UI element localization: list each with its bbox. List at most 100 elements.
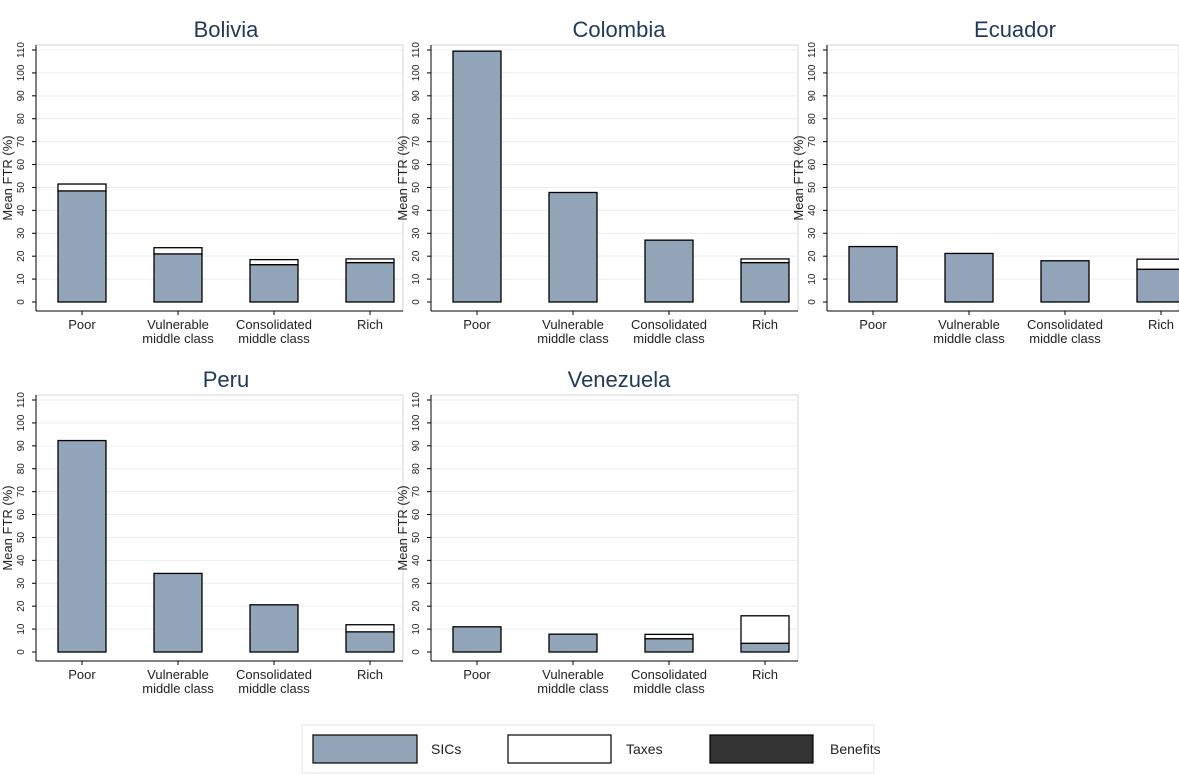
- y-tick-label-peru-30: 30: [16, 577, 27, 589]
- x-tick-label-peru-vulnerable-middle-class: middle class: [142, 681, 214, 696]
- x-tick-label-ecuador-poor: Poor: [859, 317, 887, 332]
- x-tick-label-peru-vulnerable-middle-class: Vulnerable: [147, 667, 209, 682]
- x-tick-label-bolivia-consolidated-middle-class: Consolidated: [236, 317, 312, 332]
- y-tick-label-peru-20: 20: [16, 600, 27, 612]
- x-tick-label-venezuela-rich: Rich: [752, 667, 778, 682]
- y-tick-label-bolivia-50: 50: [16, 181, 27, 193]
- bar-bolivia-consolidated-middle-class-sics: [249, 264, 299, 303]
- bar-bolivia-poor-sics: [57, 190, 107, 303]
- panel-venezuela: Venezuela 0 10 20 30 40 50 60 70 80 90 100 110 Mean F…: [395, 367, 799, 696]
- y-tick-label-colombia-30: 30: [411, 227, 422, 239]
- panel-title-peru: Peru: [203, 367, 249, 392]
- y-tick-label-ecuador-0: 0: [807, 299, 818, 305]
- x-tick-label-venezuela-poor: Poor: [463, 667, 491, 682]
- x-tick-label-bolivia-rich: Rich: [357, 317, 383, 332]
- panel-title-venezuela: Venezuela: [568, 367, 672, 392]
- y-tick-label-ecuador-60: 60: [807, 159, 818, 171]
- y-tick-label-venezuela-10: 10: [411, 623, 422, 635]
- y-tick-label-peru-50: 50: [16, 531, 27, 543]
- bar-venezuela-consolidated-middle-class-taxes: [644, 633, 694, 640]
- x-tick-label-colombia-poor: Poor: [463, 317, 491, 332]
- y-tick-label-venezuela-30: 30: [411, 577, 422, 589]
- y-tick-label-venezuela-50: 50: [411, 531, 422, 543]
- x-tick-label-colombia-consolidated-middle-class: Consolidated: [631, 317, 707, 332]
- bar-venezuela-poor-sics: [452, 626, 502, 653]
- y-axis-label-bolivia: Mean FTR (%): [0, 135, 15, 220]
- x-tick-label-peru-rich: Rich: [357, 667, 383, 682]
- y-tick-label-ecuador-40: 40: [807, 204, 818, 216]
- y-tick-label-colombia-70: 70: [411, 136, 422, 148]
- x-tick-label-bolivia-vulnerable-middle-class: middle class: [142, 331, 214, 346]
- x-tick-label-peru-consolidated-middle-class: Consolidated: [236, 667, 312, 682]
- x-tick-label-venezuela-vulnerable-middle-class: middle class: [537, 681, 609, 696]
- y-axis-label-peru: Mean FTR (%): [0, 485, 15, 570]
- y-tick-label-colombia-60: 60: [411, 159, 422, 171]
- bar-peru-rich-taxes: [345, 624, 395, 633]
- x-tick-label-ecuador-vulnerable-middle-class: middle class: [933, 331, 1005, 346]
- y-tick-label-ecuador-10: 10: [807, 273, 818, 285]
- y-tick-label-venezuela-70: 70: [411, 486, 422, 498]
- legend-label-taxes: Taxes: [626, 741, 663, 757]
- bar-colombia-vulnerable-middle-class-sics: [548, 191, 598, 303]
- y-tick-label-venezuela-110: 110: [411, 392, 422, 408]
- panel-title-ecuador: Ecuador: [974, 17, 1056, 42]
- x-tick-label-colombia-vulnerable-middle-class: Vulnerable: [542, 317, 604, 332]
- bar-colombia-consolidated-middle-class-sics: [644, 239, 694, 303]
- legend-label-sics: SICs: [431, 741, 461, 757]
- panel-ecuador: Ecuador 0 10 20 30 40 50 60 70 80 90 100 110 Mean FTR…: [791, 17, 1179, 346]
- y-tick-label-venezuela-20: 20: [411, 600, 422, 612]
- y-tick-label-ecuador-90: 90: [807, 90, 818, 102]
- y-tick-label-venezuela-80: 80: [411, 463, 422, 475]
- panel-title-colombia: Colombia: [573, 17, 667, 42]
- x-tick-label-ecuador-vulnerable-middle-class: Vulnerable: [938, 317, 1000, 332]
- y-tick-label-peru-90: 90: [16, 440, 27, 452]
- bar-peru-rich-sics: [345, 631, 395, 653]
- bar-bolivia-consolidated-middle-class-taxes: [249, 258, 299, 266]
- y-axis-label-colombia: Mean FTR (%): [395, 135, 410, 220]
- x-tick-label-ecuador-consolidated-middle-class: middle class: [1029, 331, 1101, 346]
- y-tick-label-venezuela-90: 90: [411, 440, 422, 452]
- y-tick-label-colombia-100: 100: [411, 64, 422, 81]
- x-tick-label-venezuela-vulnerable-middle-class: Vulnerable: [542, 667, 604, 682]
- panel-colombia: Colombia 0 10 20 30 40 50 60 70 80 90 100 110 Mean FT…: [395, 17, 799, 346]
- y-tick-label-bolivia-100: 100: [16, 64, 27, 81]
- y-tick-label-bolivia-30: 30: [16, 227, 27, 239]
- legend-item-sics: SICs: [312, 734, 461, 764]
- bar-bolivia-poor-taxes: [57, 183, 107, 192]
- x-tick-label-ecuador-rich: Rich: [1148, 317, 1174, 332]
- y-tick-label-peru-40: 40: [16, 554, 27, 566]
- y-tick-label-peru-80: 80: [16, 463, 27, 475]
- panel-title-bolivia: Bolivia: [194, 17, 260, 42]
- x-tick-label-peru-consolidated-middle-class: middle class: [238, 681, 310, 696]
- y-tick-label-bolivia-70: 70: [16, 136, 27, 148]
- y-tick-label-bolivia-10: 10: [16, 273, 27, 285]
- y-tick-label-ecuador-70: 70: [807, 136, 818, 148]
- x-tick-label-ecuador-consolidated-middle-class: Consolidated: [1027, 317, 1103, 332]
- y-tick-label-colombia-80: 80: [411, 113, 422, 125]
- panel-bolivia: Bolivia 0 10 20 30 40 50 60 70 80 90 100 110 Mean FTR…: [0, 17, 404, 346]
- legend-item-benefits: Benefits: [709, 734, 881, 764]
- bar-peru-poor-sics: [57, 439, 107, 653]
- y-tick-label-peru-0: 0: [16, 649, 27, 655]
- bar-venezuela-rich-sics: [740, 642, 790, 653]
- y-tick-label-ecuador-50: 50: [807, 181, 818, 193]
- x-tick-label-bolivia-vulnerable-middle-class: Vulnerable: [147, 317, 209, 332]
- y-tick-label-bolivia-20: 20: [16, 250, 27, 262]
- y-tick-label-colombia-40: 40: [411, 204, 422, 216]
- y-axis-label-venezuela: Mean FTR (%): [395, 485, 410, 570]
- y-tick-label-venezuela-100: 100: [411, 414, 422, 431]
- bar-bolivia-vulnerable-middle-class-sics: [153, 253, 203, 303]
- bar-colombia-rich-taxes: [740, 258, 790, 264]
- y-tick-label-bolivia-80: 80: [16, 113, 27, 125]
- x-tick-label-venezuela-consolidated-middle-class: Consolidated: [631, 667, 707, 682]
- x-tick-label-bolivia-poor: Poor: [68, 317, 96, 332]
- bar-colombia-poor-sics: [452, 50, 502, 303]
- y-tick-label-peru-60: 60: [16, 509, 27, 521]
- y-tick-label-bolivia-60: 60: [16, 159, 27, 171]
- y-tick-label-ecuador-100: 100: [807, 64, 818, 81]
- y-tick-label-peru-100: 100: [16, 414, 27, 431]
- bar-colombia-rich-sics: [740, 261, 790, 303]
- x-tick-label-peru-poor: Poor: [68, 667, 96, 682]
- bar-ecuador-vulnerable-middle-class-sics: [944, 252, 994, 303]
